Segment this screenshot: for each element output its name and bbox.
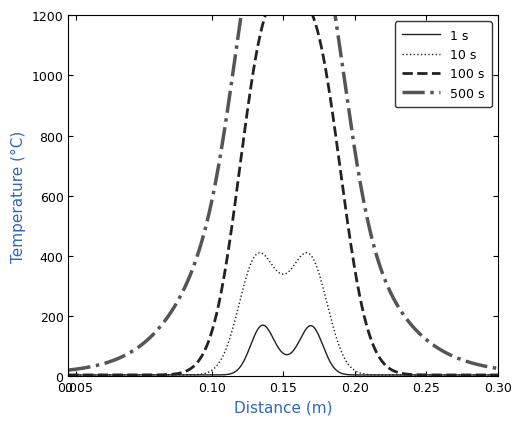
500 s <box>114 357 120 362</box>
10 s <box>257 250 263 256</box>
100 s <box>140 372 146 377</box>
500 s <box>65 368 72 373</box>
1 s <box>495 372 501 377</box>
Legend: 1 s, 10 s, 100 s, 500 s: 1 s, 10 s, 100 s, 500 s <box>395 22 492 108</box>
1 s <box>140 372 146 377</box>
Y-axis label: Temperature (°C): Temperature (°C) <box>11 130 26 262</box>
1 s <box>65 372 72 377</box>
10 s <box>114 372 120 377</box>
500 s <box>140 341 146 346</box>
100 s <box>248 79 255 84</box>
Line: 1 s: 1 s <box>69 325 498 375</box>
10 s <box>248 259 255 265</box>
100 s <box>486 372 493 377</box>
500 s <box>230 69 236 75</box>
10 s <box>486 372 493 377</box>
10 s <box>230 325 236 330</box>
Line: 10 s: 10 s <box>69 253 498 375</box>
1 s <box>230 371 236 376</box>
100 s <box>114 372 120 377</box>
100 s <box>65 372 72 377</box>
X-axis label: Distance (m): Distance (m) <box>234 400 333 415</box>
10 s <box>140 372 146 377</box>
10 s <box>440 372 447 377</box>
Line: 500 s: 500 s <box>69 0 498 370</box>
1 s <box>248 340 255 345</box>
1 s <box>259 323 266 328</box>
1 s <box>114 372 120 377</box>
1 s <box>440 372 447 377</box>
1 s <box>486 372 493 377</box>
100 s <box>230 215 236 220</box>
100 s <box>495 372 501 377</box>
10 s <box>65 372 72 377</box>
500 s <box>440 349 447 354</box>
500 s <box>486 365 493 370</box>
100 s <box>440 372 447 377</box>
500 s <box>495 366 501 371</box>
10 s <box>495 372 501 377</box>
Line: 100 s: 100 s <box>69 0 498 375</box>
